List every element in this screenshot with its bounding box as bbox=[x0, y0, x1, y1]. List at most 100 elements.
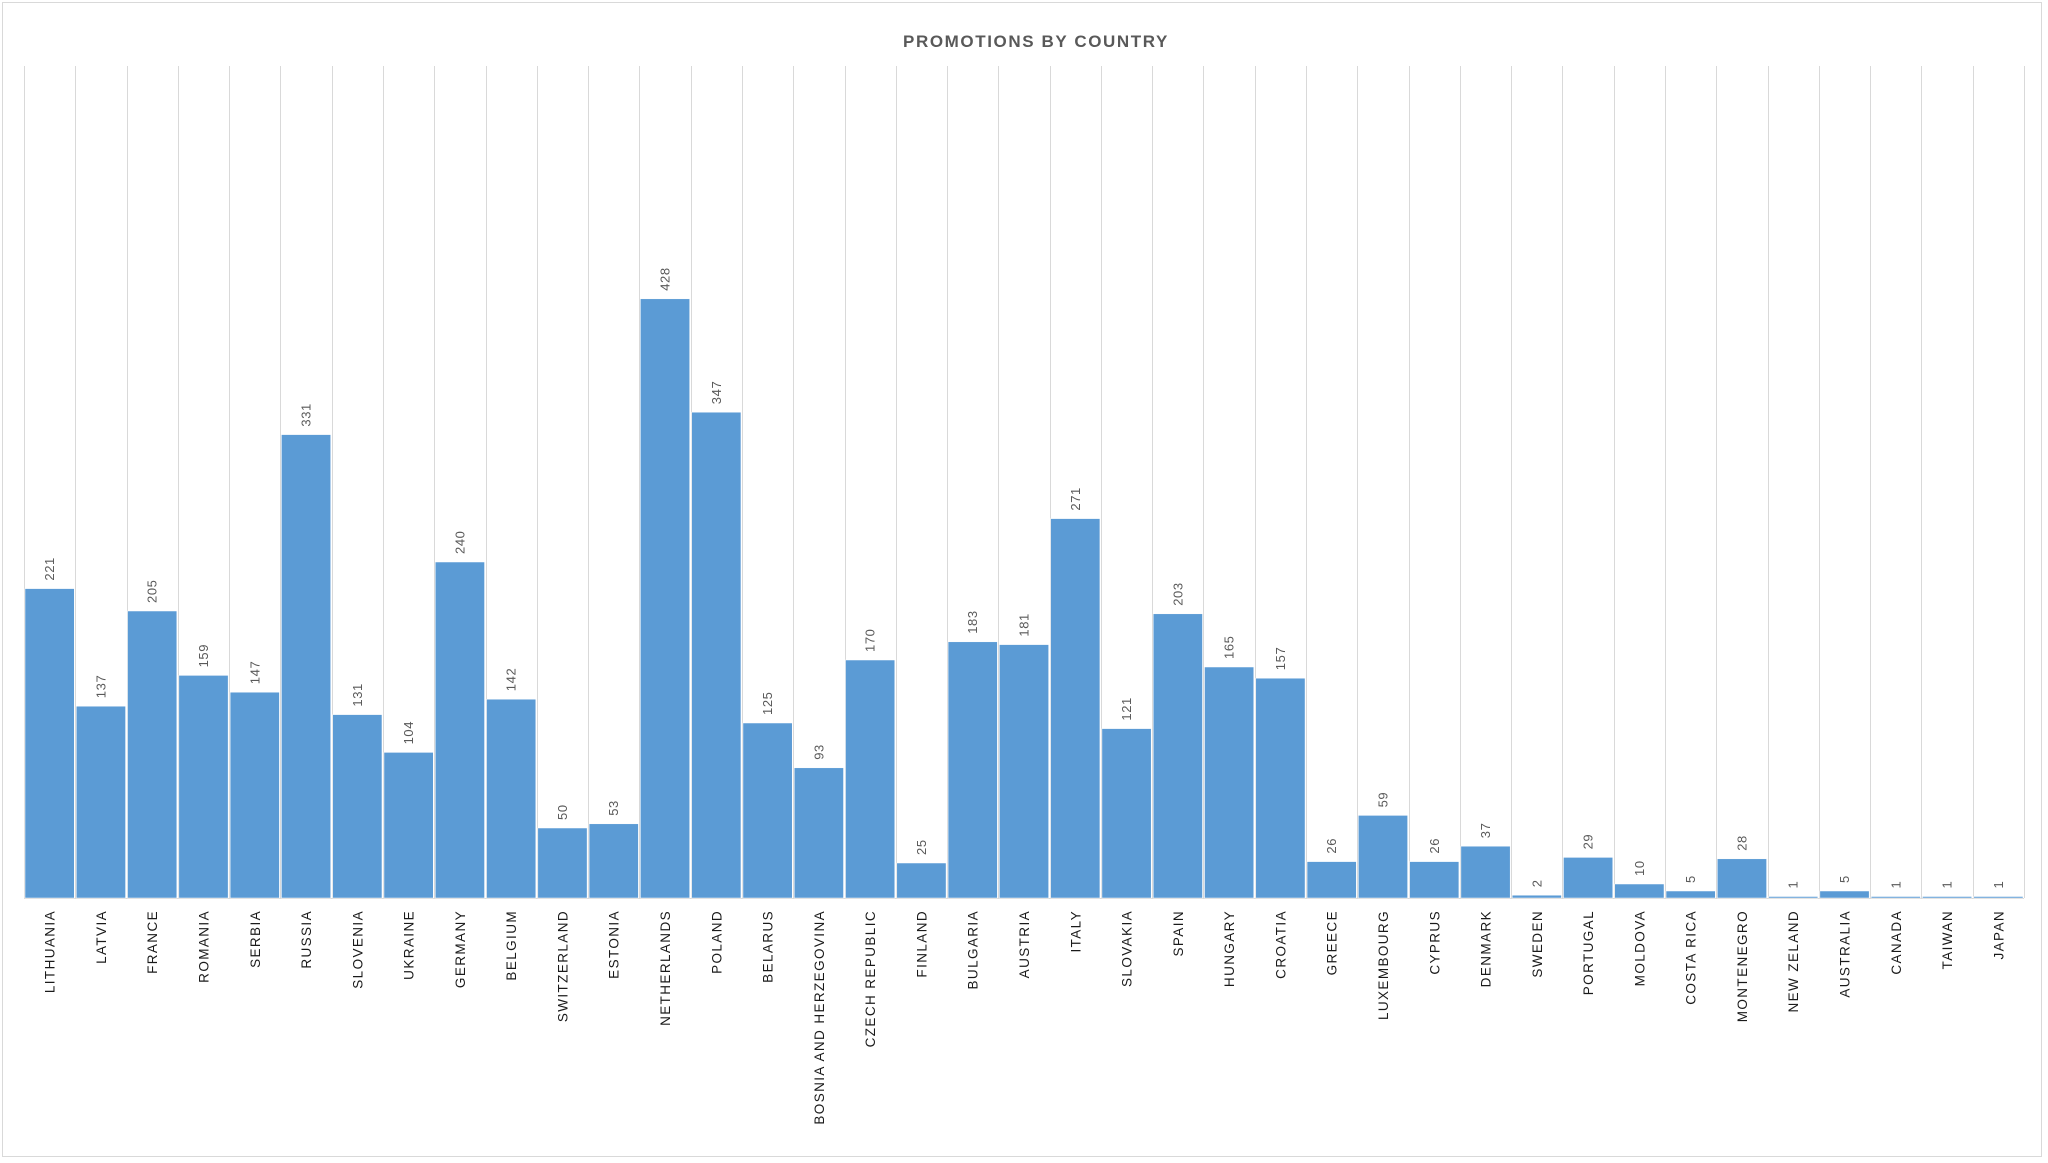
data-label-cyprus: 26 bbox=[1427, 838, 1442, 854]
bar-montenegro bbox=[1717, 858, 1767, 899]
bar-poland bbox=[691, 411, 742, 899]
chart-title: PROMOTIONS BY COUNTRY bbox=[903, 32, 1169, 51]
category-label-latvia: LATVIA bbox=[94, 910, 109, 964]
category-label-belgium: BELGIUM bbox=[504, 910, 519, 981]
data-label-latvia: 137 bbox=[93, 675, 108, 699]
bar-bosnia-and-herzegovina bbox=[793, 767, 844, 899]
category-label-denmark: DENMARK bbox=[1479, 910, 1494, 987]
data-label-italy: 271 bbox=[1068, 487, 1083, 511]
data-label-belarus: 125 bbox=[760, 692, 775, 716]
category-label-croatia: CROATIA bbox=[1273, 910, 1288, 979]
bar-finland bbox=[896, 862, 947, 899]
category-label-sweden: SWEDEN bbox=[1530, 910, 1545, 978]
bar-latvia bbox=[76, 705, 126, 899]
category-label-finland: FINLAND bbox=[914, 910, 929, 978]
bar-luxembourg bbox=[1358, 815, 1408, 899]
category-label-poland: POLAND bbox=[709, 910, 724, 974]
data-label-australia: 5 bbox=[1837, 875, 1852, 883]
category-label-bulgaria: BULGARIA bbox=[966, 910, 981, 989]
category-label-france: FRANCE bbox=[145, 910, 160, 974]
bar-switzerland bbox=[537, 827, 588, 899]
category-label-spain: SPAIN bbox=[1171, 910, 1186, 957]
category-label-moldova: MOLDOVA bbox=[1632, 910, 1647, 986]
bar-spain bbox=[1152, 613, 1203, 899]
category-label-portugal: PORTUGAL bbox=[1581, 910, 1596, 995]
category-label-slovakia: SLOVAKIA bbox=[1120, 910, 1135, 987]
data-label-greece: 26 bbox=[1324, 838, 1339, 854]
bar-bulgaria bbox=[947, 641, 998, 899]
category-label-australia: AUSTRALIA bbox=[1838, 910, 1853, 998]
bar-austria bbox=[999, 644, 1049, 899]
category-label-canada: CANADA bbox=[1889, 910, 1904, 975]
data-label-slovakia: 121 bbox=[1119, 697, 1134, 721]
bar-canada bbox=[1870, 896, 1921, 899]
category-label-russia: RUSSIA bbox=[299, 910, 314, 969]
data-label-lithuania: 221 bbox=[42, 557, 57, 581]
category-label-greece: GREECE bbox=[1325, 910, 1340, 975]
data-label-romania: 159 bbox=[196, 644, 211, 668]
bar-romania bbox=[178, 675, 229, 899]
category-label-costa-rica: COSTA RICA bbox=[1684, 910, 1699, 1005]
data-label-netherlands: 428 bbox=[658, 267, 673, 291]
data-label-new-zeland: 1 bbox=[1786, 881, 1801, 889]
bar-australia bbox=[1819, 890, 1870, 899]
data-label-spain: 203 bbox=[1170, 582, 1185, 606]
category-label-slovenia: SLOVENIA bbox=[350, 910, 365, 989]
bar-slovakia bbox=[1101, 728, 1152, 899]
category-label-bosnia-and-herzegovina: BOSNIA AND HERZEGOVINA bbox=[812, 910, 827, 1125]
data-label-costa-rica: 5 bbox=[1683, 875, 1698, 883]
data-label-czech-republic: 170 bbox=[863, 629, 878, 653]
bar-greece bbox=[1306, 861, 1357, 899]
category-label-netherlands: NETHERLANDS bbox=[658, 910, 673, 1026]
category-label-austria: AUSTRIA bbox=[1017, 910, 1032, 978]
bar-italy bbox=[1050, 518, 1101, 899]
bar-belarus bbox=[742, 722, 793, 899]
bar-estonia bbox=[588, 823, 639, 899]
category-label-romania: ROMANIA bbox=[196, 910, 211, 983]
data-label-finland: 25 bbox=[914, 839, 929, 855]
data-label-slovenia: 131 bbox=[350, 683, 365, 707]
data-label-serbia: 147 bbox=[247, 661, 262, 685]
bar-slovenia bbox=[332, 714, 383, 899]
data-label-belgium: 142 bbox=[504, 668, 519, 692]
category-label-montenegro: MONTENEGRO bbox=[1735, 910, 1750, 1022]
data-label-russia: 331 bbox=[299, 403, 314, 427]
category-labels: LITHUANIA LATVIA FRANCE ROMANIA SERBIA RUSSIA… bbox=[43, 910, 2007, 1125]
category-label-japan: JAPAN bbox=[1991, 910, 2006, 960]
bar-denmark bbox=[1460, 845, 1511, 899]
data-label-poland: 347 bbox=[709, 381, 724, 405]
bar-serbia bbox=[229, 691, 280, 899]
category-label-cyprus: CYPRUS bbox=[1427, 910, 1442, 975]
bar-belgium bbox=[486, 698, 537, 899]
bar-germany bbox=[435, 561, 485, 899]
bar-japan bbox=[1973, 896, 2024, 899]
data-label-switzerland: 50 bbox=[555, 804, 570, 820]
category-label-taiwan: TAIWAN bbox=[1940, 910, 1955, 969]
data-label-croatia: 157 bbox=[1273, 647, 1288, 671]
data-label-bosnia-and-herzegovina: 93 bbox=[811, 744, 826, 760]
data-label-japan: 1 bbox=[1991, 881, 2006, 889]
category-label-estonia: ESTONIA bbox=[607, 910, 622, 979]
category-label-hungary: HUNGARY bbox=[1222, 910, 1237, 987]
bar-costa-rica bbox=[1665, 890, 1716, 899]
category-label-belarus: BELARUS bbox=[761, 910, 776, 983]
data-label-ukraine: 104 bbox=[401, 721, 416, 745]
data-label-hungary: 165 bbox=[1222, 636, 1237, 660]
data-label-denmark: 37 bbox=[1478, 823, 1493, 839]
bar-netherlands bbox=[640, 298, 690, 899]
category-label-ukraine: UKRAINE bbox=[402, 910, 417, 980]
data-label-austria: 181 bbox=[1017, 613, 1032, 637]
data-label-portugal: 29 bbox=[1581, 834, 1596, 850]
bar-hungary bbox=[1204, 666, 1255, 899]
category-label-new-zeland: NEW ZELAND bbox=[1786, 910, 1801, 1013]
bar-portugal bbox=[1563, 857, 1613, 899]
bar-russia bbox=[281, 434, 331, 899]
category-label-czech-republic: CZECH REPUBLIC bbox=[863, 910, 878, 1047]
data-label-france: 205 bbox=[145, 580, 160, 604]
bar-croatia bbox=[1255, 677, 1306, 899]
bar-ukraine bbox=[383, 752, 434, 899]
bar-taiwan bbox=[1922, 896, 1972, 899]
